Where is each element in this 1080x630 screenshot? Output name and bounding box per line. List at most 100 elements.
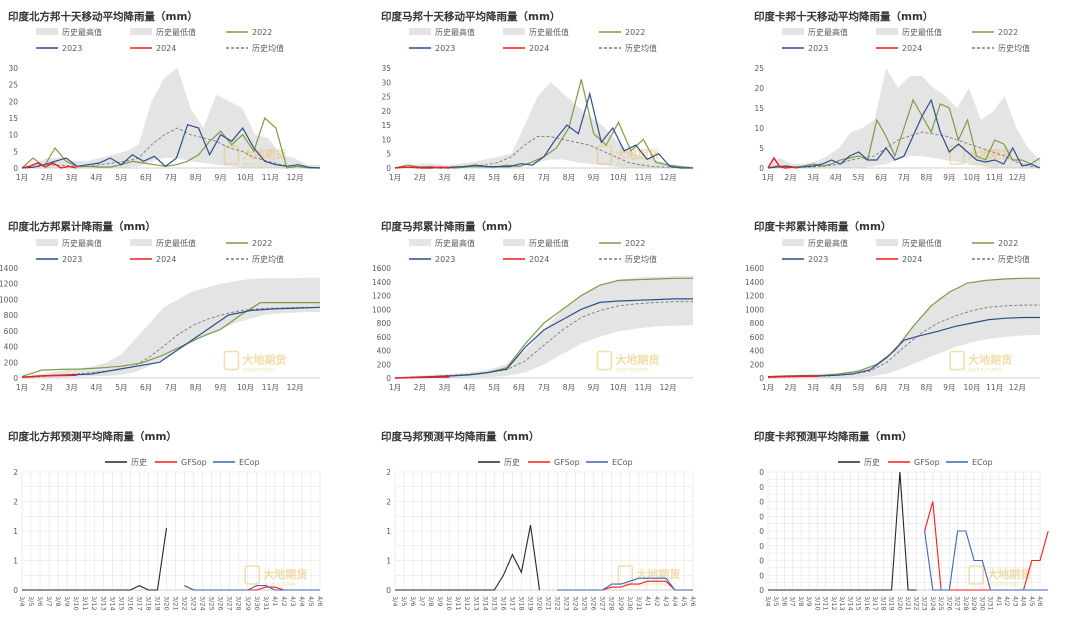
y-tick-label: 0 bbox=[386, 374, 391, 383]
x-tick-label: 3/19 bbox=[888, 596, 896, 611]
series-ecop bbox=[924, 530, 1049, 591]
x-tick-label: 3/19 bbox=[526, 596, 534, 611]
legend-label-hist_avg: 历史均值 bbox=[625, 254, 657, 264]
x-tick-label: 9月 bbox=[215, 173, 227, 182]
x-tick-label: 3月 bbox=[66, 383, 78, 392]
x-tick-label: 7月 bbox=[898, 383, 910, 392]
x-tick-label: 3/11 bbox=[454, 596, 462, 611]
series-hist-avg bbox=[767, 131, 1041, 169]
watermark-text: 大地期货 bbox=[615, 147, 659, 161]
y-tick-label: 0 bbox=[759, 164, 764, 173]
legend-label-history: 历史 bbox=[864, 457, 880, 467]
x-tick-label: 10月 bbox=[237, 383, 254, 392]
legend-label-y2024: 2024 bbox=[902, 44, 922, 53]
x-tick-label: 3/12 bbox=[830, 596, 838, 611]
legend-swatch-hist_min bbox=[503, 239, 525, 246]
legend-label-hist_avg: 历史均值 bbox=[625, 43, 657, 53]
x-tick-label: 12月 bbox=[1009, 173, 1026, 182]
x-tick-label: 3/27 bbox=[599, 596, 607, 611]
x-tick-label: 3/19 bbox=[153, 596, 161, 611]
y-tick-label: 1400 bbox=[373, 278, 391, 287]
x-tick-label: 5月 bbox=[853, 383, 865, 392]
x-tick-label: 3/22 bbox=[554, 596, 562, 611]
legend-label-y2023: 2023 bbox=[808, 44, 828, 53]
chart-title: 印度马邦累计降雨量（mm） bbox=[381, 221, 519, 233]
x-tick-label: 10月 bbox=[963, 383, 980, 392]
x-tick-label: 12月 bbox=[287, 383, 304, 392]
y-tick-label: 5 bbox=[13, 147, 18, 156]
legend-swatch-hist_min bbox=[876, 239, 898, 246]
series-2022 bbox=[767, 98, 1041, 169]
x-tick-label: 3/7 bbox=[418, 596, 426, 606]
legend-label-hist_max: 历史最高值 bbox=[808, 27, 848, 37]
panel-ma-ma10: 印度马邦十天移动平均降雨量（mm） 历史最高值 历史最低值 2022 2023 2024… bbox=[373, 0, 733, 210]
y-tick-label: 30 bbox=[381, 78, 391, 87]
series-2024 bbox=[767, 375, 818, 378]
watermark-subtext: DADI FUTURES bbox=[968, 368, 1002, 374]
x-tick-label: 3/26 bbox=[590, 596, 598, 611]
y-tick-label: 30 bbox=[8, 64, 18, 73]
legend-label-history: 历史 bbox=[504, 457, 520, 467]
x-tick-label: 3/25 bbox=[581, 596, 589, 611]
y-tick-label: 1 bbox=[13, 527, 18, 536]
x-tick-label: 11月 bbox=[635, 173, 652, 182]
chart-north-cum: 历史最高值 历史最低值 2022 2023 2024 历史均值 0 200 400 600 800 1… bbox=[0, 238, 321, 392]
x-tick-label: 8月 bbox=[563, 383, 575, 392]
watermark-text: 大地期货 bbox=[242, 147, 286, 161]
x-tick-label: 4/5 bbox=[680, 596, 688, 606]
legend-label-y2022: 2022 bbox=[998, 28, 1018, 37]
chart-title: 印度卡邦累计降雨量（mm） bbox=[754, 221, 892, 233]
x-tick-label: 1月 bbox=[389, 383, 401, 392]
series-2022 bbox=[21, 301, 320, 377]
x-tick-label: 3/13 bbox=[472, 596, 480, 611]
y-tick-label: 15 bbox=[381, 121, 391, 130]
legend-swatch-hist_max bbox=[36, 28, 58, 35]
y-tick-label: 1000 bbox=[746, 305, 764, 314]
x-tick-label: 3月 bbox=[66, 173, 78, 182]
series-hist-avg bbox=[394, 136, 694, 169]
x-tick-label: 4/4 bbox=[298, 596, 306, 606]
chart-title: 印度北方邦十天移动平均降雨量（mm） bbox=[8, 11, 198, 23]
x-tick-label: 3/16 bbox=[126, 596, 134, 611]
x-tick-label: 3/11 bbox=[822, 596, 830, 611]
x-tick-label: 3/20 bbox=[896, 596, 904, 611]
watermark-mark bbox=[949, 145, 965, 165]
legend-label-hist_max: 历史最高值 bbox=[435, 27, 475, 37]
x-tick-label: 3/7 bbox=[789, 596, 797, 606]
series-hist-band bbox=[395, 276, 693, 378]
x-tick-label: 3/6 bbox=[780, 596, 788, 606]
x-tick-label: 2月 bbox=[41, 383, 53, 392]
x-tick-label: 3/31 bbox=[987, 596, 995, 611]
x-tick-label: 7月 bbox=[898, 173, 910, 182]
x-tick-label: 3/15 bbox=[117, 596, 125, 611]
x-tick-label: 3/12 bbox=[463, 596, 471, 611]
watermark-mark bbox=[617, 565, 634, 585]
x-tick-label: 3/29 bbox=[244, 596, 252, 611]
watermark-subtext: DADI FUTURES bbox=[242, 368, 276, 374]
x-tick-label: 3/28 bbox=[608, 596, 616, 611]
x-tick-label: 3/30 bbox=[978, 596, 986, 611]
x-tick-label: 9月 bbox=[588, 173, 600, 182]
watermark-mark bbox=[949, 350, 965, 371]
x-tick-label: 3/27 bbox=[954, 596, 962, 611]
x-tick-label: 2月 bbox=[414, 173, 426, 182]
x-tick-label: 3/4 bbox=[18, 596, 26, 606]
series-ecop bbox=[557, 577, 693, 591]
x-tick-label: 6月 bbox=[513, 383, 525, 392]
y-tick-label: 2 bbox=[386, 468, 391, 477]
x-tick-label: 4月 bbox=[830, 383, 842, 392]
series-history bbox=[22, 527, 168, 591]
x-tick-label: 3/30 bbox=[253, 596, 261, 611]
watermark-subtext: DADI FUTURES bbox=[615, 162, 649, 168]
x-tick-label: 2月 bbox=[785, 383, 797, 392]
legend-label-y2022: 2022 bbox=[998, 239, 1018, 248]
y-tick-label: 200 bbox=[750, 360, 765, 369]
y-tick-label: 0 bbox=[13, 374, 18, 383]
legend-label-y2023: 2023 bbox=[62, 44, 82, 53]
